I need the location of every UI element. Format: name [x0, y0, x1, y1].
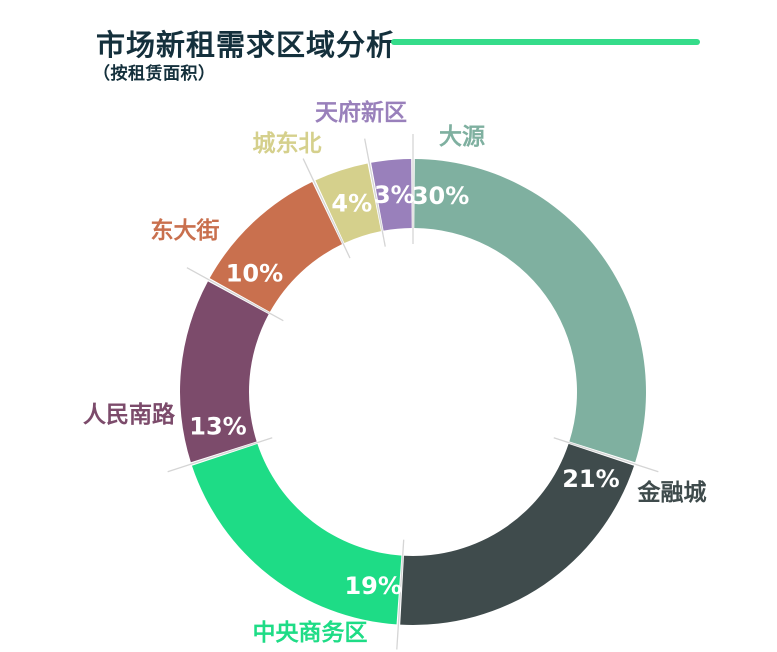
donut-segment-人民南路	[180, 281, 269, 463]
segment-name-label-东大街: 东大街	[151, 217, 220, 244]
donut-segment-城东北	[315, 163, 382, 244]
boundary-tick	[186, 267, 284, 322]
segment-name-label-人民南路: 人民南路	[83, 401, 176, 428]
donut-segment-金融城	[400, 443, 635, 626]
boundary-tick	[302, 158, 351, 259]
segment-percent-label-大源: 30%	[412, 182, 469, 210]
title-accent-line	[391, 39, 700, 45]
page-title: 市场新租需求区域分析	[96, 28, 397, 62]
segment-name-label-天府新区: 天府新区	[315, 99, 407, 126]
segment-name-label-大源: 大源	[439, 124, 485, 150]
segment-name-label-金融城: 金融城	[637, 479, 707, 506]
segment-percent-label-城东北: 4%	[331, 190, 372, 218]
segment-percent-label-金融城: 21%	[562, 465, 619, 493]
segment-percent-label-天府新区: 3%	[374, 181, 415, 209]
boundary-tick	[396, 539, 405, 650]
page-subtitle: （按租赁面积）	[93, 64, 216, 84]
segment-percent-label-中央商务区: 19%	[344, 572, 401, 600]
segment-name-label-城东北: 城东北	[253, 130, 322, 157]
donut-segment-中央商务区	[191, 443, 402, 625]
donut-segment-天府新区	[371, 159, 412, 231]
donut-segment-东大街	[209, 181, 343, 312]
boundary-tick	[167, 437, 273, 473]
donut-segment-大源	[414, 159, 646, 463]
segment-boundary-ticks	[167, 134, 659, 650]
boundary-tick	[553, 437, 659, 473]
boundary-tick	[364, 138, 386, 247]
donut-segments	[180, 159, 646, 626]
segment-name-label-中央商务区: 中央商务区	[253, 619, 368, 646]
segment-percent-label-人民南路: 13%	[189, 412, 246, 440]
segment-percent-labels: 30% 21% 19% 13% 10% 4% 3%	[189, 181, 619, 600]
segment-percent-label-东大街: 10%	[226, 259, 283, 287]
